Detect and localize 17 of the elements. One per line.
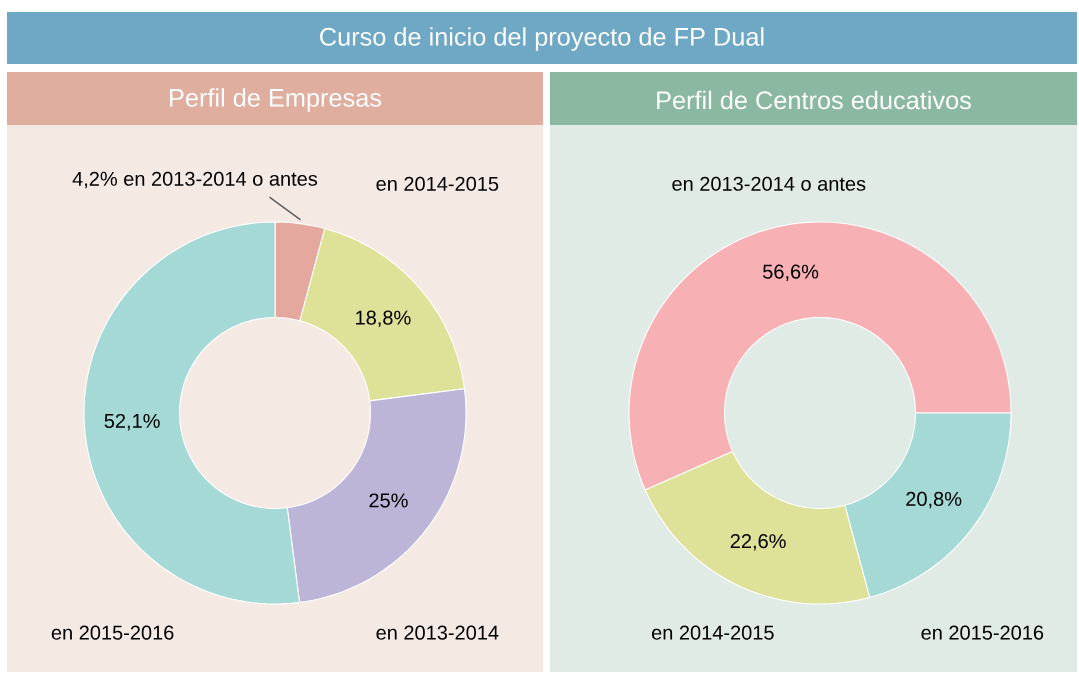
chart-title: Perfil de Empresas bbox=[170, 88, 382, 112]
data-label: 18,8% bbox=[356, 310, 411, 328]
slice-label: en 2013-2014 o antes bbox=[124, 171, 318, 186]
data-label: 22,6% bbox=[730, 534, 786, 551]
data-label: 52,1% bbox=[104, 413, 160, 431]
data-label: 4,2% bbox=[72, 171, 117, 189]
slice-label: en 2014-2015 bbox=[376, 176, 499, 191]
slice-label: en 2013-2014 bbox=[376, 625, 499, 640]
slice-label: en 2014-2015 bbox=[651, 625, 774, 640]
data-label: 56,6% bbox=[763, 264, 819, 282]
slice-label: en 2015-2016 bbox=[921, 625, 1044, 640]
data-label: 20,8% bbox=[906, 491, 962, 509]
chart-title: Perfil de Centros educativos bbox=[657, 90, 971, 110]
data-label: 25% bbox=[369, 493, 408, 508]
slice-label: en 2013-2014 o antes bbox=[672, 176, 866, 191]
slice-label: en 2015-2016 bbox=[51, 625, 174, 640]
text: Curso de inicio del proyecto de FP Dual bbox=[320, 27, 764, 51]
